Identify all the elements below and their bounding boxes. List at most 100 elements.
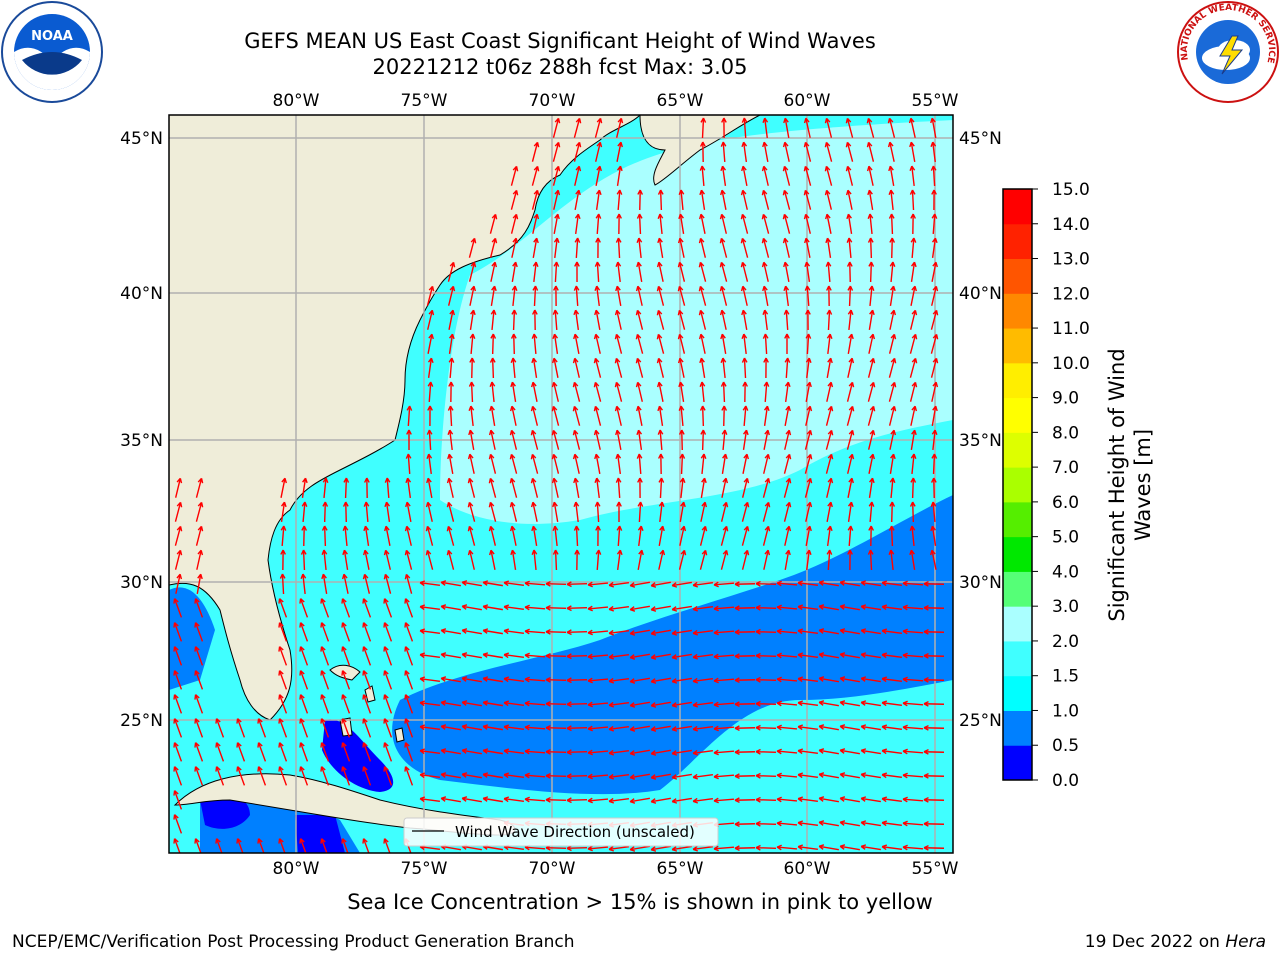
wave-direction-arrow (762, 141, 769, 162)
wave-direction-arrow (868, 285, 875, 307)
wave-direction-arrow (776, 652, 798, 659)
wave-direction-arrow (503, 580, 525, 587)
wave-direction-arrow (384, 501, 391, 522)
wave-direction-arrow (692, 797, 714, 804)
wave-direction-arrow (881, 580, 903, 587)
wave-direction-arrow (867, 381, 876, 402)
wave-direction-arrow (909, 165, 916, 187)
wave-direction-arrow (531, 525, 538, 546)
wave-direction-arrow (573, 333, 580, 354)
wave-direction-arrow (278, 598, 288, 618)
wave-direction-arrow (931, 213, 938, 235)
wave-direction-arrow (839, 724, 860, 731)
wave-direction-arrow (721, 117, 727, 139)
map-frame (168, 114, 954, 854)
wave-direction-arrow (595, 141, 603, 162)
wave-direction-arrow (236, 838, 244, 853)
wave-direction-arrow (679, 501, 686, 522)
wave-direction-arrow (818, 772, 839, 779)
wave-direction-arrow (615, 237, 622, 259)
wave-direction-arrow (362, 694, 372, 714)
wave-direction-arrow (740, 285, 748, 306)
wave-direction-arrow (692, 653, 714, 660)
wave-direction-arrow (860, 748, 881, 755)
wave-direction-arrow (910, 405, 918, 426)
wave-direction-arrow (384, 525, 391, 546)
wave-direction-arrow (762, 477, 771, 498)
wave-direction-arrow (923, 604, 945, 611)
wave-direction-arrow (847, 501, 854, 522)
colorbar-segment (1003, 293, 1032, 329)
wave-direction-arrow (524, 700, 546, 707)
wave-direction-arrow (677, 357, 685, 378)
wave-direction-arrow (427, 357, 434, 379)
wave-direction-arrow (440, 580, 461, 587)
wave-direction-arrow (713, 581, 735, 588)
wave-direction-arrow (671, 749, 692, 756)
wave-direction-arrow (510, 357, 517, 379)
wave-direction-arrow (923, 796, 945, 803)
wave-direction-arrow (482, 652, 503, 659)
wave-direction-arrow (650, 677, 671, 684)
wave-direction-arrow (636, 261, 643, 282)
footer-date: 19 Dec 2022 on Hera (1085, 932, 1266, 952)
wave-direction-arrow (446, 477, 454, 498)
wave-direction-arrow (545, 724, 567, 731)
wave-direction-arrow (784, 429, 792, 450)
wave-direction-arrow (595, 213, 602, 235)
wave-direction-arrow (215, 766, 225, 786)
wave-direction-arrow (299, 718, 309, 738)
wave-direction-arrow (482, 628, 503, 635)
wave-direction-arrow (839, 652, 860, 659)
wave-direction-arrow (608, 581, 630, 588)
wave-direction-arrow (320, 838, 328, 853)
lat-tick: 35°N (120, 431, 163, 451)
wave-direction-arrow (902, 724, 924, 731)
wave-direction-arrow (194, 670, 204, 690)
wave-direction-arrow (594, 285, 601, 307)
wave-direction-arrow (489, 549, 496, 570)
colorbar-segment (1003, 432, 1032, 468)
wave-direction-arrow (236, 718, 246, 738)
wave-direction-arrow (783, 309, 790, 331)
colorbar-tick-label: 13.0 (1052, 250, 1090, 270)
wave-direction-arrow (698, 309, 707, 330)
wave-direction-arrow (440, 748, 461, 755)
wave-direction-arrow (930, 165, 937, 187)
wave-direction-arrow (467, 549, 475, 570)
wave-direction-arrow (448, 357, 455, 379)
wave-direction-arrow (426, 429, 433, 451)
wave-direction-arrow (763, 357, 769, 379)
wave-direction-arrow (488, 429, 496, 450)
wave-direction-arrow (868, 525, 875, 547)
wave-direction-arrow (587, 605, 609, 612)
wave-direction-arrow (740, 189, 748, 210)
wave-direction-arrow (847, 477, 854, 498)
wave-direction-arrow (826, 525, 833, 547)
wave-direction-arrow (741, 357, 748, 379)
wave-direction-arrow (713, 653, 735, 660)
wave-direction-arrow (868, 453, 876, 474)
wave-direction-arrow (608, 677, 630, 684)
wave-direction-arrow (426, 285, 435, 306)
wave-direction-arrow (713, 605, 735, 612)
wave-direction-arrow (650, 629, 671, 636)
wave-direction-arrow (931, 189, 937, 211)
wave-direction-arrow (881, 724, 903, 731)
wave-direction-arrow (194, 598, 204, 618)
wave-direction-arrow (762, 285, 769, 306)
wave-direction-arrow (173, 694, 183, 714)
wave-direction-arrow (629, 725, 650, 732)
wave-direction-arrow (719, 285, 728, 306)
wave-direction-arrow (363, 501, 370, 523)
wave-direction-arrow (776, 700, 798, 707)
colorbar-segment (1003, 223, 1032, 260)
wave-direction-arrow (362, 670, 372, 690)
lon-tick: 60°W (784, 91, 831, 111)
wave-direction-arrow (509, 405, 517, 426)
wave-direction-arrow (341, 670, 351, 690)
wave-direction-arrow (447, 453, 454, 474)
wave-direction-arrow (881, 700, 903, 707)
wave-direction-arrow (923, 820, 945, 827)
wave-direction-arrow (320, 598, 330, 618)
